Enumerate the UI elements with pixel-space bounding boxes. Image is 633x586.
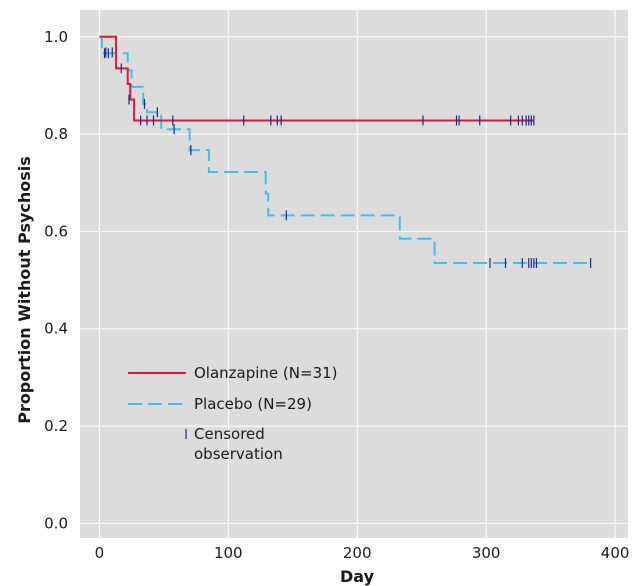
legend: Olanzapine (N=31) Placebo (N=29) Censore…	[128, 364, 338, 463]
y-axis-ticks: 0.0 0.2 0.4 0.6 0.8 1.0	[44, 28, 68, 533]
x-tick-label: 0	[95, 544, 105, 562]
y-tick-label: 0.6	[44, 222, 68, 240]
legend-olanzapine-label: Olanzapine (N=31)	[194, 364, 338, 382]
plot-series	[99, 35, 592, 269]
x-tick-label: 300	[472, 544, 501, 562]
x-tick-label: 400	[601, 544, 630, 562]
legend-censored-label-line1: Censored	[194, 425, 265, 443]
y-tick-label: 1.0	[44, 28, 68, 46]
y-tick-label: 0.8	[44, 125, 68, 143]
x-axis-ticks: 0 100 200 300 400	[95, 544, 630, 562]
x-axis-title: Day	[340, 567, 375, 586]
legend-censored-label-line2: observation	[194, 445, 283, 463]
series-line-placebo	[99, 35, 591, 265]
series-line-olanzapine	[99, 35, 534, 122]
y-axis-title: Proportion Without Psychosis	[15, 156, 34, 424]
grid-lines	[80, 10, 628, 538]
y-tick-label: 0.0	[44, 514, 68, 532]
y-tick-label: 0.2	[44, 417, 68, 435]
plot-background	[80, 10, 628, 538]
x-tick-label: 100	[214, 544, 243, 562]
x-tick-label: 200	[343, 544, 372, 562]
y-tick-label: 0.4	[44, 320, 68, 338]
legend-placebo-label: Placebo (N=29)	[194, 395, 312, 413]
